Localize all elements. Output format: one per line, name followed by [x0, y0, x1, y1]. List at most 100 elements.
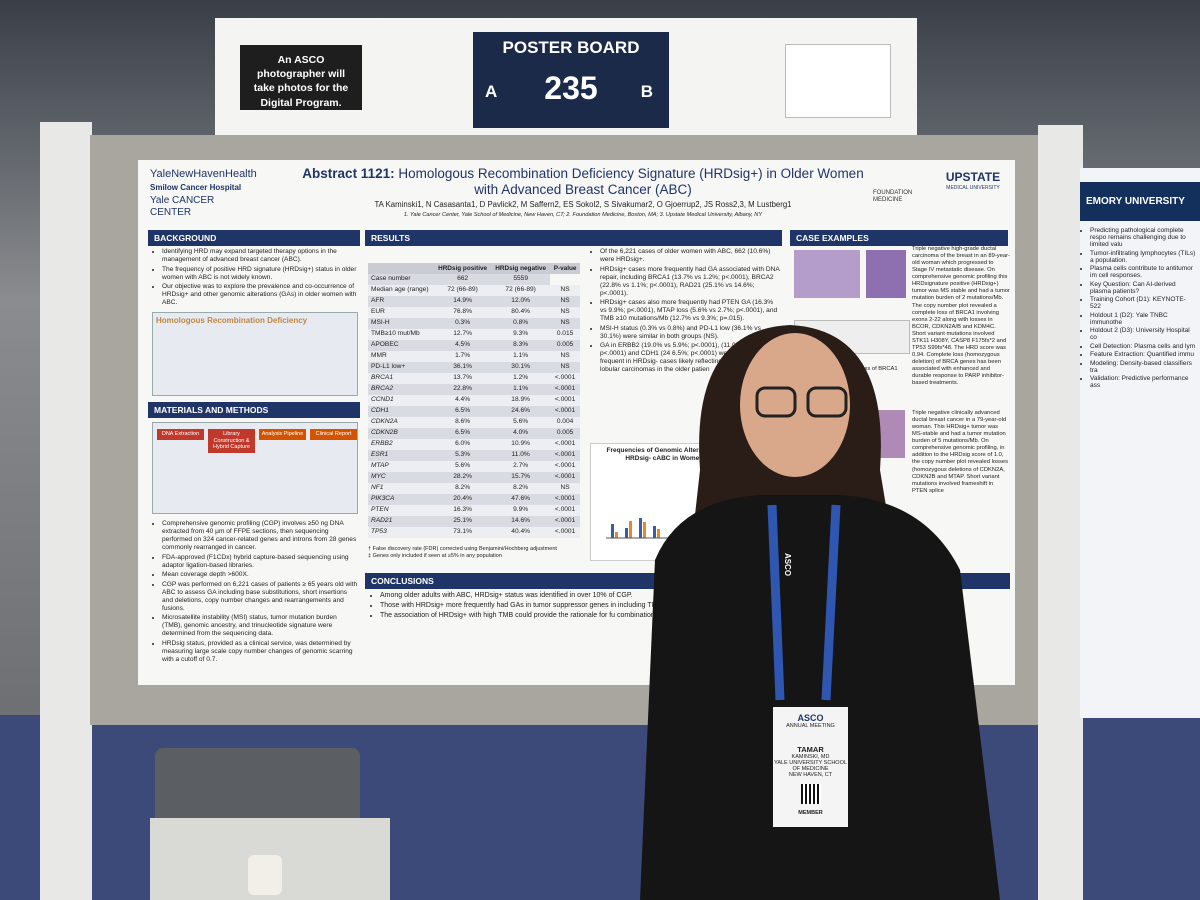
glasses: [806, 386, 848, 418]
badge-event-sub: ANNUAL MEETING: [786, 723, 835, 729]
table-cell: <.0001: [554, 396, 576, 404]
table-cell: 8.3%: [513, 341, 529, 349]
bullet: Validation: Predictive performance ass: [1090, 375, 1196, 389]
authors: TA Kaminski1, N Casasanta1, D Pavlick2, …: [374, 200, 792, 209]
table-cell: 72 (66-89): [447, 286, 478, 294]
bullet: HRDsig+ cases more frequently had GA ass…: [600, 266, 780, 298]
bullet: Of the 6,221 cases of older women with A…: [600, 248, 780, 264]
table-cell: 6.5%: [455, 429, 471, 437]
table-cell: NS: [560, 319, 570, 327]
bar: [643, 521, 646, 538]
methods-figure: DNA Extraction Library Construction & Hyb…: [152, 422, 358, 514]
table-cell: 40.4%: [511, 528, 530, 536]
table-cell: 8.2%: [455, 484, 471, 492]
table-row: PIK3CA 20.4% 47.6% <.0001: [368, 494, 580, 505]
logos-right: UPSTATE MEDICAL UNIVERSITY: [938, 170, 1008, 191]
bar: [657, 528, 660, 538]
table-cell: BRCA1: [371, 374, 393, 382]
logos-left: YaleNewHavenHealth Smilow Cancer Hospita…: [150, 168, 290, 220]
table-cell: NS: [560, 297, 570, 305]
table-cell: 10.9%: [511, 440, 530, 448]
bullet: GA in ERBB2 (19.0% vs 5.9%; p<.0001), (1…: [600, 342, 780, 374]
bar: [639, 517, 642, 538]
table-row: MSI-H 0.3% 0.8% NS: [368, 318, 580, 329]
poster-board-label: POSTER BOARD: [502, 38, 640, 57]
poster-title: Abstract 1121: Homologous Recombination …: [298, 166, 868, 198]
section-heading: BACKGROUND: [148, 230, 360, 247]
neighbor-poster: EMORY UNIVERSITY Predicting pathological…: [1080, 168, 1200, 718]
table-cell: ERBB2: [371, 440, 393, 448]
table-cell: 0.3%: [455, 319, 471, 327]
header-cell: HRDsig negative: [491, 263, 551, 274]
booth-frame: [1038, 125, 1083, 900]
table-cell: 20.4%: [453, 495, 472, 503]
bullet: Those with HRDsig+ more frequently had G…: [380, 602, 890, 611]
table-cell: 8.2%: [513, 484, 529, 492]
table-cell: 24.6%: [511, 407, 530, 415]
table-head: HRDsig positive HRDsig negative P-value: [368, 263, 580, 274]
table-cell: NS: [560, 363, 570, 371]
logo: UPSTATE: [945, 170, 1001, 184]
conclusions-list: Among older adults with ABC, HRDsig+ sta…: [370, 592, 890, 622]
table-cell: 2.7%: [513, 462, 529, 470]
histology-image: [794, 250, 860, 298]
table-cell: TMB≥10 mut/Mb: [371, 330, 420, 338]
bullet: HRDsig+ cases also more frequently had P…: [600, 299, 780, 323]
bullet: FDA-approved (F1CDx) hybrid capture-base…: [162, 554, 358, 570]
bullet: CGP was performed on 6,221 cases of pati…: [162, 581, 358, 613]
bullet: HRDsig status, provided as a clinical se…: [162, 640, 358, 664]
affiliations: 1. Yale Cancer Center, Yale School of Me…: [403, 212, 763, 218]
header-cell: [368, 263, 435, 274]
table-cell: BRCA2: [371, 385, 393, 393]
table-cell: 9.3%: [513, 330, 529, 338]
table-cell: 1.1%: [513, 385, 529, 393]
table-cell: 4.5%: [455, 341, 471, 349]
workflow-step: Analysis Pipeline: [259, 429, 306, 440]
table-row: TMB≥10 mut/Mb 12.7% 9.3% 0.015: [368, 329, 580, 340]
table-cell: 5.6%: [455, 462, 471, 470]
table-cell: 72 (66-89): [505, 286, 536, 294]
results-list: Of the 6,221 cases of older women with A…: [590, 248, 780, 376]
header-cell: HRDsig positive: [434, 263, 492, 274]
badge-last-name: KAMINSKI, MD: [791, 754, 830, 760]
table-cell: RAD21: [371, 517, 393, 525]
name-badge: ASCO ANNUAL MEETING TAMAR KAMINSKI, MD Y…: [773, 707, 848, 827]
table-cell: 5.3%: [455, 451, 471, 459]
bullet: Key Question: Can AI-derived plasma pati…: [1090, 281, 1196, 295]
table-cell: <.0001: [554, 374, 576, 382]
table-cell: MTAP: [371, 462, 389, 470]
table-cell: CDKN2B: [371, 429, 398, 437]
table-cell: 0.8%: [513, 319, 529, 327]
histology-image: [866, 250, 906, 298]
table-cell: <.0001: [554, 473, 576, 481]
table-cell: 16.3%: [453, 506, 472, 514]
table-cell: EUR: [371, 308, 385, 316]
title-text: Homologous Recombination Deficiency Sign…: [398, 166, 864, 198]
badge-event: ASCO: [797, 713, 824, 723]
plot-label: Loss of BRCA1: [858, 366, 898, 372]
bullet: Plasma cells contribute to antitumor im …: [1090, 265, 1196, 279]
abstract-number: Abstract 1121:: [302, 166, 395, 181]
booth-frame: [40, 122, 92, 900]
table-cell: 11.0%: [511, 451, 530, 459]
jacket: [640, 495, 1000, 900]
table-cell: 14.6%: [511, 517, 530, 525]
table-row: EUR 76.8% 80.4% NS: [368, 307, 580, 318]
table-row: ESR1 5.3% 11.0% <.0001: [368, 450, 580, 461]
logo: Smilow Cancer Hospital: [150, 183, 242, 193]
table-cell: 1.7%: [455, 352, 471, 360]
table-cell: MMR: [371, 352, 387, 360]
header-row: HRDsig positive HRDsig negative P-value: [368, 263, 580, 274]
bullet: MSI-H status (0.3% vs 0.8%) and PD-L1 lo…: [600, 325, 780, 341]
logo: YaleNewHavenHealth: [150, 168, 257, 180]
hrd-figure: Homologous Recombination Deficiency: [152, 312, 358, 396]
table-row: PTEN 16.3% 9.9% <.0001: [368, 505, 580, 516]
table-cell: 0.015: [556, 330, 574, 338]
section-heading: MATERIALS AND METHODS: [148, 402, 360, 419]
table-cell: <.0001: [554, 462, 576, 470]
lanyard-text: ASCO: [783, 552, 793, 577]
poster-board-number: POSTER BOARD A 235 B: [473, 32, 669, 128]
cup: [248, 855, 282, 895]
table-cell: <.0001: [554, 440, 576, 448]
